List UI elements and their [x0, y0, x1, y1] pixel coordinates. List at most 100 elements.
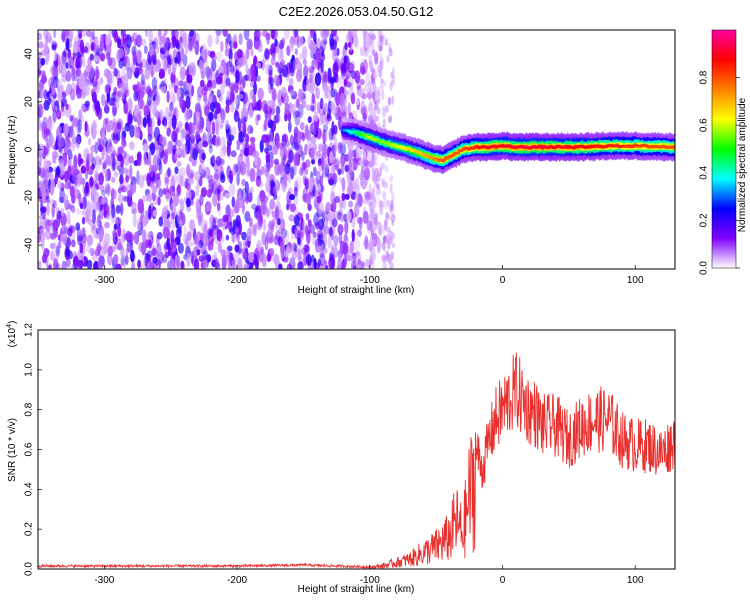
spectrogram-cell: [250, 48, 254, 57]
spectrogram-cell: [374, 156, 379, 167]
spectrogram-cell: [269, 198, 276, 210]
spectrogram-cell: [314, 72, 322, 86]
spectrogram-cell: [386, 199, 391, 207]
spectrogram-cell: [311, 254, 315, 263]
spectrogram-cell: [136, 218, 142, 232]
spectrogram-cell: [343, 55, 348, 65]
spectrogram-cell: [390, 213, 396, 223]
spectrogram-cell: [389, 174, 393, 183]
spectrogram-cell: [79, 230, 85, 237]
spectrogram-cell: [45, 218, 51, 232]
spectrogram-cell: [242, 56, 248, 65]
spectrogram-cell: [356, 203, 360, 216]
spectrogram-cell: [52, 226, 57, 241]
spectrogram-cell: [351, 218, 356, 229]
spectrogram-cell: [386, 227, 391, 234]
spectrogram-cell: [388, 42, 392, 49]
spectrogram-cell: [139, 86, 146, 97]
spectrogram-cell: [234, 97, 239, 105]
spectrogram-cell: [270, 43, 276, 57]
spectrogram-cell: [374, 169, 378, 179]
spectrogram-cell: [329, 33, 334, 47]
spectrogram-cell: [332, 61, 339, 77]
spectrogram-cell: [158, 216, 164, 227]
spectrogram-cell: [348, 169, 354, 180]
spectrogram-cell: [318, 143, 323, 153]
spectrogram-cell: [50, 178, 56, 191]
spectrogram-cell: [378, 69, 383, 78]
colorbar-gradient: [711, 29, 737, 269]
spectrogram-cell: [127, 190, 132, 197]
spectrogram-cell: [186, 73, 193, 84]
spectrogram-cell: [93, 36, 99, 51]
spectrogram-cell: [337, 141, 343, 154]
spectrogram-cell: [116, 118, 123, 130]
spectrogram-cell: [181, 128, 187, 139]
x-tick-label: 100: [627, 275, 644, 286]
spectrogram-cell: [204, 236, 210, 247]
spectrogram-cell: [236, 60, 241, 72]
spectrogram-cell: [367, 48, 374, 59]
spectrogram-cell: [354, 191, 359, 204]
spectrogram-cell: [198, 141, 204, 150]
spectrogram-cell: [177, 242, 184, 254]
spectrogram-cell: [49, 136, 56, 149]
x-tick-label: -100: [360, 575, 380, 586]
spectrogram-cell: [124, 122, 131, 132]
spectrogram-cell: [148, 44, 154, 57]
spectrogram-cell: [148, 150, 152, 162]
spectrogram-cell: [282, 173, 288, 186]
spectrogram-cell: [375, 190, 382, 197]
spectrogram-cell: [231, 126, 237, 136]
spectrogram-cell: [305, 254, 312, 266]
spectrogram-y-label: Frequency (Hz): [7, 116, 18, 185]
spectrogram-cell: [389, 261, 394, 269]
spectrogram-cell: [186, 125, 191, 139]
spectrogram-cell: [307, 177, 314, 193]
spectrogram-cell: [342, 105, 348, 112]
spectrogram-cell: [330, 88, 336, 98]
spectrogram-cell: [339, 213, 345, 223]
spectrogram-cell: [117, 153, 123, 162]
spectrogram-cell: [60, 97, 67, 107]
spectrogram-cell: [193, 234, 198, 245]
spectrogram-cell: [334, 164, 339, 172]
spectrogram-cell: [226, 165, 231, 179]
spectrogram-cell: [168, 101, 174, 111]
spectrogram-cell: [51, 75, 55, 85]
spectrogram-cell: [176, 173, 183, 185]
spectrogram-cell: [259, 249, 265, 258]
spectrogram-cell: [51, 44, 57, 51]
spectrogram-cell: [274, 162, 281, 176]
spectrogram-cell: [133, 231, 140, 244]
snr-x-label: Height of straight line (km): [298, 584, 415, 595]
spectrogram-cell: [47, 264, 52, 269]
spectrogram-cell: [170, 229, 175, 245]
spectrogram-cell: [141, 195, 148, 202]
spectrogram-cell: [372, 79, 376, 89]
spectrogram-cell: [142, 117, 147, 128]
spectrogram-cell: [279, 48, 284, 59]
spectrogram-cell: [339, 176, 343, 184]
spectrogram-cell: [275, 105, 281, 116]
spectrogram-cell: [98, 172, 104, 186]
y-tick-label: 0.6: [24, 442, 35, 456]
spectrogram-cell: [191, 159, 197, 167]
spectrogram-cell: [45, 249, 50, 256]
spectrogram-cell: [331, 254, 336, 269]
spectrogram-cell: [212, 193, 218, 207]
spectrogram-cell: [370, 67, 376, 73]
spectrogram-cell: [62, 50, 67, 58]
spectrogram-cell: [152, 263, 156, 269]
spectrogram-cell: [321, 34, 328, 42]
spectrogram-cell: [234, 244, 240, 253]
spectrogram-cell: [333, 124, 338, 135]
spectrogram-cell: [226, 245, 233, 252]
spectrogram-cell: [289, 255, 296, 266]
spectrogram-cell: [107, 245, 113, 257]
spectrogram-cell: [265, 151, 270, 164]
spectrogram-cell: [338, 251, 342, 263]
spectrogram-cell: [213, 178, 217, 188]
spectrogram-cell: [118, 90, 125, 101]
spectrogram-cell: [254, 38, 261, 50]
